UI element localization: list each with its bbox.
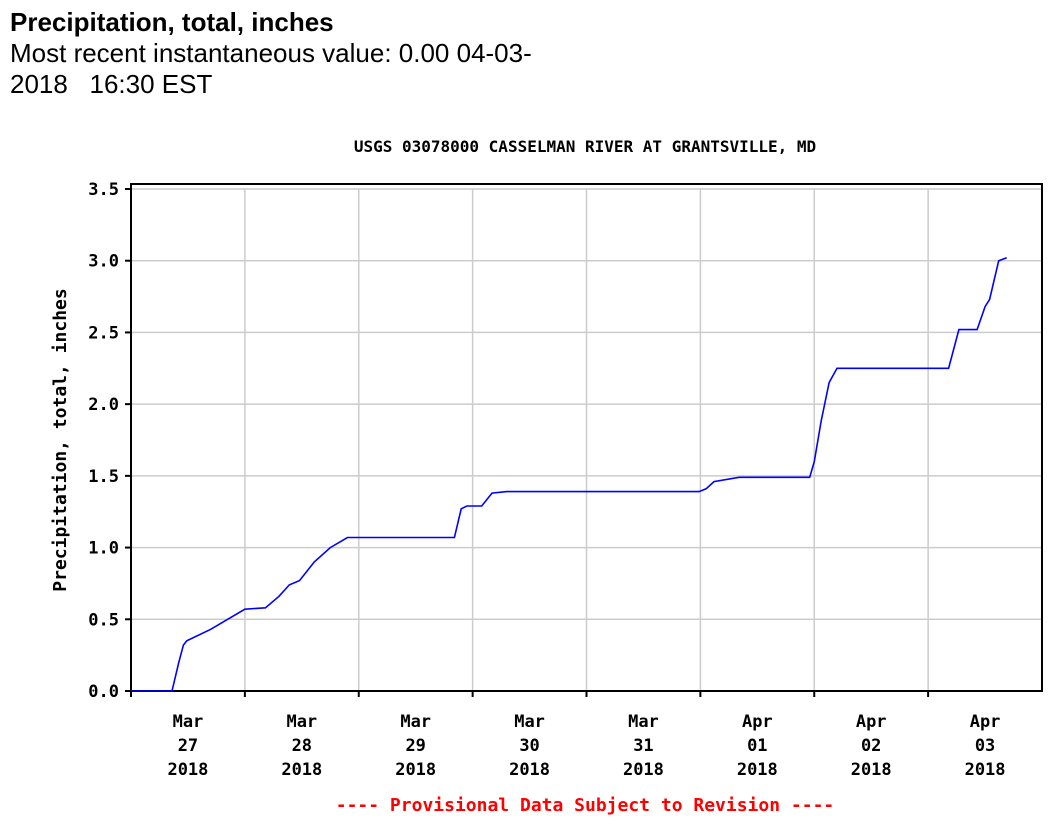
y-tick-label: 2.0 [88,395,119,415]
x-tick-label: 2018 [851,760,892,780]
x-tick-label: 2018 [737,760,778,780]
x-tick-label: 28 [292,736,312,756]
chart-title: USGS 03078000 CASSELMAN RIVER AT GRANTSV… [354,137,816,156]
x-tick-label: Mar [514,712,545,732]
y-tick-label: 1.0 [88,539,119,559]
x-tick-label: 02 [861,736,881,756]
y-tick-label: 3.0 [88,252,119,272]
x-tick-label: 29 [405,736,425,756]
recent-value: Most recent instantaneous value: 0.00 04… [10,38,532,99]
x-tick-label: 27 [178,736,198,756]
x-tick-label: Apr [856,712,887,732]
y-tick-label: 0.5 [88,610,119,630]
parameter-title: Precipitation, total, inches [10,7,334,37]
x-tick-label: 2018 [395,760,436,780]
x-tick-label: 2018 [167,760,208,780]
y-tick-label: 0.0 [88,682,119,702]
header: Precipitation, total, inches Most recent… [10,6,630,100]
plot-frame [130,183,1043,692]
y-tick-label: 3.5 [88,180,119,200]
x-tick-label: 2018 [965,760,1006,780]
x-tick-label: Mar [286,712,317,732]
x-tick-label: 2018 [509,760,550,780]
y-tick-label: 2.5 [88,323,119,343]
series-line [131,257,1007,692]
x-tick-label: Apr [742,712,773,732]
x-tick-label: Apr [970,712,1001,732]
x-tick-label: 30 [519,736,539,756]
x-tick-label: 2018 [281,760,322,780]
y-axis-label: Precipitation, total, inches [50,288,71,591]
x-tick-label: Mar [628,712,659,732]
provisional-footer: ---- Provisional Data Subject to Revisio… [336,795,835,816]
x-tick-label: 31 [633,736,653,756]
x-tick-label: 2018 [623,760,664,780]
y-tick-label: 1.5 [88,467,119,487]
x-tick-label: 01 [747,736,767,756]
x-tick-label: Mar [173,712,204,732]
x-tick-label: Mar [400,712,431,732]
x-tick-label: 03 [975,736,995,756]
